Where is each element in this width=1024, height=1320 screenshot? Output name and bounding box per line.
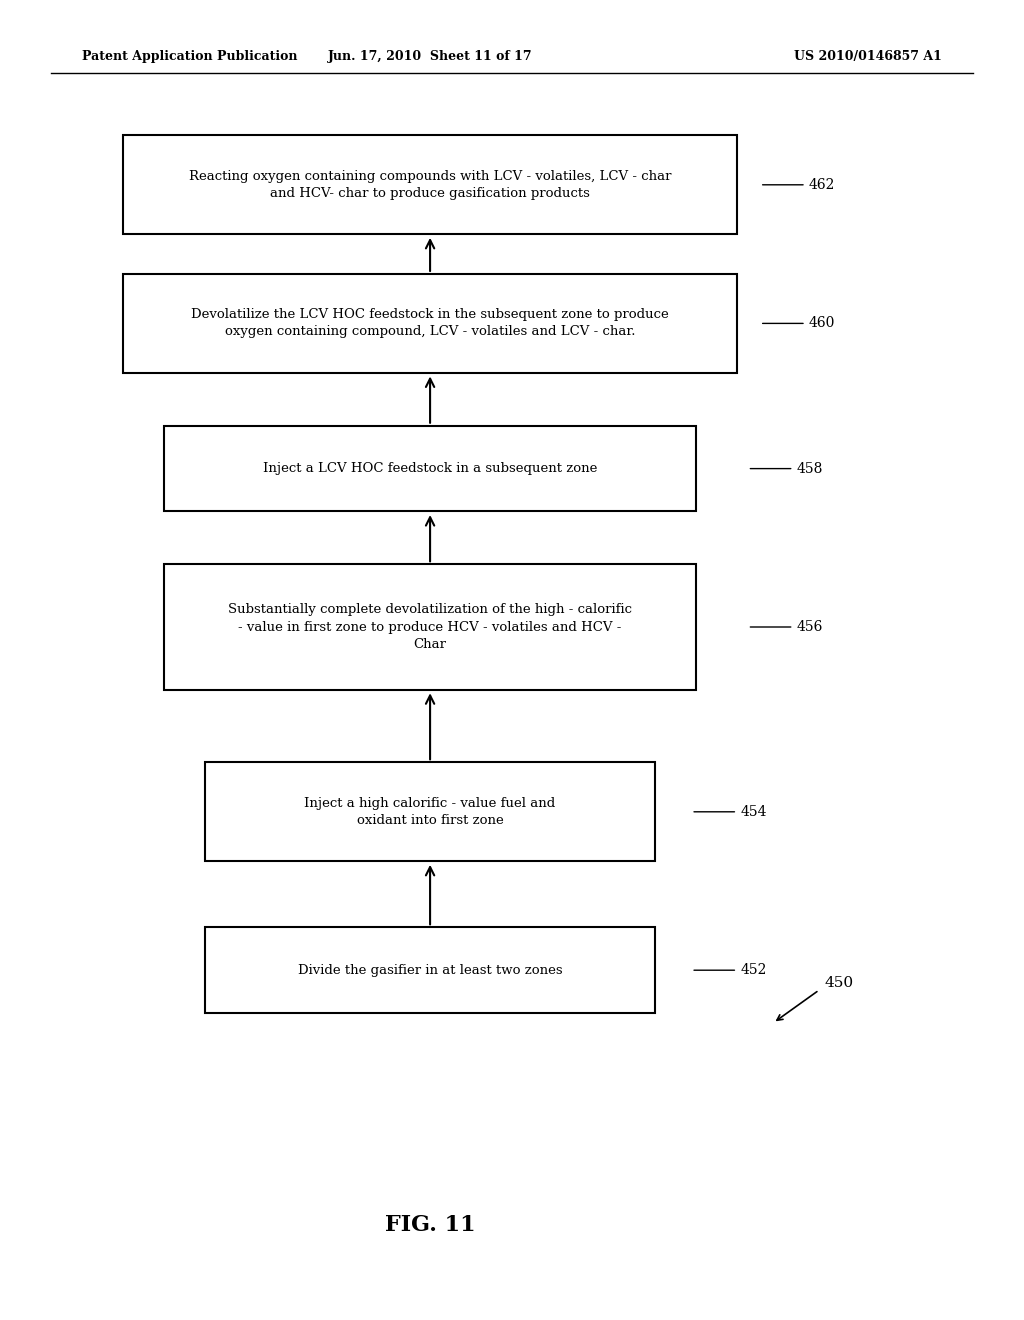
Text: 450: 450 xyxy=(824,977,853,990)
FancyBboxPatch shape xyxy=(164,565,696,689)
Text: 456: 456 xyxy=(797,620,823,634)
FancyBboxPatch shape xyxy=(123,275,737,372)
Text: Substantially complete devolatilization of the high - calorific
- value in first: Substantially complete devolatilization … xyxy=(228,603,632,651)
Text: Devolatilize the LCV HOC feedstock in the subsequent zone to produce
oxygen cont: Devolatilize the LCV HOC feedstock in th… xyxy=(191,309,669,338)
Text: 458: 458 xyxy=(797,462,823,475)
Text: 454: 454 xyxy=(740,805,767,818)
FancyBboxPatch shape xyxy=(164,425,696,511)
Text: Patent Application Publication: Patent Application Publication xyxy=(82,50,297,63)
Text: Divide the gasifier in at least two zones: Divide the gasifier in at least two zone… xyxy=(298,964,562,977)
FancyBboxPatch shape xyxy=(205,762,655,861)
Text: 462: 462 xyxy=(809,178,836,191)
FancyBboxPatch shape xyxy=(123,135,737,235)
Text: US 2010/0146857 A1: US 2010/0146857 A1 xyxy=(795,50,942,63)
Text: Inject a LCV HOC feedstock in a subsequent zone: Inject a LCV HOC feedstock in a subseque… xyxy=(263,462,597,475)
Text: Inject a high calorific - value fuel and
oxidant into first zone: Inject a high calorific - value fuel and… xyxy=(304,797,556,826)
Text: 460: 460 xyxy=(809,317,836,330)
FancyBboxPatch shape xyxy=(205,927,655,1014)
Text: 452: 452 xyxy=(740,964,767,977)
Text: Reacting oxygen containing compounds with LCV - volatiles, LCV - char
and HCV- c: Reacting oxygen containing compounds wit… xyxy=(188,170,672,199)
Text: FIG. 11: FIG. 11 xyxy=(385,1214,475,1236)
Text: Jun. 17, 2010  Sheet 11 of 17: Jun. 17, 2010 Sheet 11 of 17 xyxy=(328,50,532,63)
